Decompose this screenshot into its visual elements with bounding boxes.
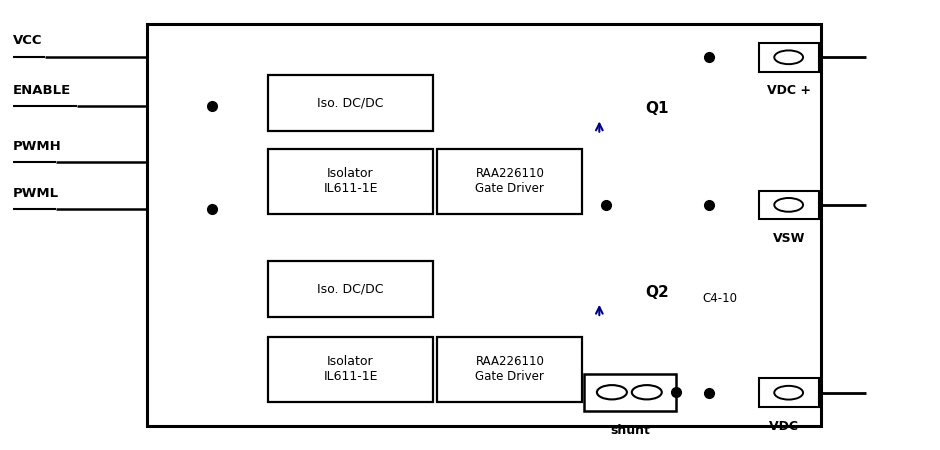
Bar: [437, 149, 583, 214]
Bar: [585, 374, 676, 410]
Text: Isolator
IL611-1E: Isolator IL611-1E: [323, 355, 378, 383]
Bar: [269, 261, 432, 317]
Text: Q1: Q1: [646, 101, 669, 116]
Text: VDC +: VDC +: [767, 84, 810, 97]
Text: Iso. DC/DC: Iso. DC/DC: [318, 97, 384, 110]
Text: VSW: VSW: [773, 232, 805, 245]
Text: C4-10: C4-10: [702, 292, 738, 305]
Text: Q2: Q2: [646, 284, 669, 300]
Text: VCC: VCC: [12, 35, 42, 47]
Text: PWMH: PWMH: [12, 140, 61, 153]
Text: Isolator
IL611-1E: Isolator IL611-1E: [323, 167, 378, 195]
Text: VDC -: VDC -: [770, 420, 807, 433]
Text: Iso. DC/DC: Iso. DC/DC: [318, 282, 384, 295]
Bar: [147, 24, 822, 426]
Bar: [437, 337, 583, 402]
Text: PWML: PWML: [12, 186, 59, 199]
Bar: [759, 43, 819, 72]
Bar: [759, 378, 819, 407]
Bar: [269, 149, 432, 214]
Text: RAA226110
Gate Driver: RAA226110 Gate Driver: [476, 355, 544, 383]
Text: ENABLE: ENABLE: [12, 84, 70, 97]
Text: shunt: shunt: [610, 424, 650, 437]
Bar: [269, 337, 432, 402]
Text: RAA226110
Gate Driver: RAA226110 Gate Driver: [476, 167, 544, 195]
Bar: [269, 75, 432, 131]
Bar: [759, 190, 819, 219]
